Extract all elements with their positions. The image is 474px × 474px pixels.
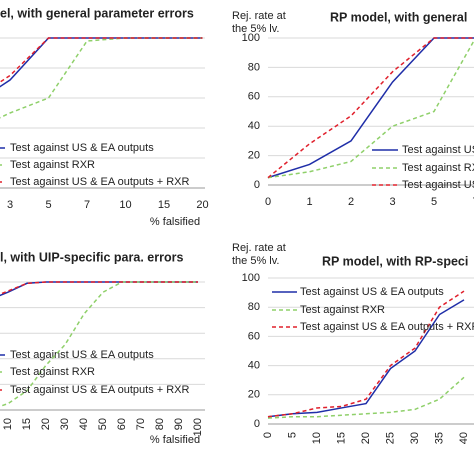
chart-title: RP model, with RP-speci (322, 254, 468, 268)
series-line (0, 281, 198, 296)
x-tick-label: 3 (389, 196, 395, 208)
legend-label: Test against RXR (402, 162, 474, 174)
series-line (267, 290, 465, 418)
x-tick-label: 20 (360, 432, 372, 444)
chart-title: RP model, with general (330, 10, 467, 24)
x-tick-label: 70 (135, 418, 147, 430)
chart-panel: 0 20 40 60 80 100 0 5 10 15 20 25 30 35 40 Test against… (232, 242, 474, 444)
x-tick-label: 35 (433, 432, 445, 444)
chart-panel: 0 20 40 60 80 100 0 1 2 3 5 7 Test against US & EA o… (232, 10, 474, 208)
y-tick-label: 0 (254, 418, 260, 430)
x-tick-label: 10 (119, 199, 131, 211)
y-tick-label: 20 (248, 389, 260, 401)
series-line (267, 39, 474, 179)
legend-label: Test against US & EA outputs (402, 144, 474, 156)
legend-label: Test against US & EA outputs + RXR (10, 384, 190, 396)
x-tick-label: 0 (262, 432, 274, 438)
x-tick-label: 100 (192, 418, 204, 436)
chart-panel: 02040608010010152030405060708090100Test … (0, 250, 205, 446)
x-tick-label: 90 (173, 418, 185, 430)
x-tick-label: 0 (265, 196, 271, 208)
y-tick-label: 100 (242, 32, 260, 44)
chart-panel: 020406080100357101520Test against US & E… (0, 6, 209, 228)
series-line (0, 37, 203, 88)
x-tick-label: 1 (306, 196, 312, 208)
chart-title: l, with UIP-specific para. errors (0, 250, 183, 264)
x-tick-label: 7 (472, 196, 474, 208)
x-axis-label: % falsified (150, 216, 200, 228)
y-tick-label: 60 (248, 91, 260, 103)
x-tick-label: 15 (158, 199, 170, 211)
x-tick-label: 10 (2, 418, 14, 430)
x-axis-label: % falsified (150, 434, 200, 446)
x-tick-label: 30 (59, 418, 71, 430)
y-tick-label: 80 (248, 301, 260, 313)
series-line (0, 37, 203, 119)
x-tick-label: 15 (335, 432, 347, 444)
y-tick-label: 80 (248, 61, 260, 73)
x-tick-label: 80 (154, 418, 166, 430)
y-tick-label: 40 (248, 360, 260, 372)
y-tick-label: 60 (248, 330, 260, 342)
legend-label: Test against US & EA outputs + RXR (300, 321, 474, 333)
legend-label: Test against US & EA outputs (300, 286, 444, 298)
x-tick-label: 5 (286, 432, 298, 438)
x-tick-label: 40 (78, 418, 90, 430)
x-tick-label: 2 (348, 196, 354, 208)
legend-label: Test against RXR (10, 366, 95, 378)
series-line (267, 37, 474, 179)
x-tick-label: 15 (21, 418, 33, 430)
x-tick-label: 5 (45, 199, 51, 211)
chart-title: el, with general parameter errors (0, 6, 194, 20)
y-axis-label: Rej. rate at (232, 242, 286, 254)
legend-label: Test against US & EA outputs (10, 349, 154, 361)
x-tick-label: 5 (431, 196, 437, 208)
x-tick-label: 25 (384, 432, 396, 444)
x-tick-label: 10 (311, 432, 323, 444)
legend-label: Test against RXR (300, 304, 385, 316)
y-tick-label: 100 (242, 272, 260, 284)
x-tick-label: 30 (409, 432, 421, 444)
x-tick-label: 7 (84, 199, 90, 211)
x-tick-label: 20 (196, 199, 208, 211)
legend-label: Test against US & EA outputs + RXR (402, 179, 474, 191)
legend-label: Test against US & EA outputs (10, 142, 154, 154)
y-axis-label: the 5% lv. (232, 255, 280, 267)
y-axis-label: the 5% lv. (232, 23, 280, 35)
legend-label: Test against US & EA outputs + RXR (10, 176, 190, 188)
x-tick-label: 20 (40, 418, 52, 430)
legend-label: Test against RXR (10, 159, 95, 171)
x-tick-label: 50 (97, 418, 109, 430)
y-tick-label: 20 (248, 150, 260, 162)
series-line (267, 376, 465, 419)
x-tick-label: 3 (7, 199, 13, 211)
series-line (0, 37, 203, 84)
x-tick-label: 40 (458, 432, 470, 444)
series-line (267, 299, 465, 418)
y-tick-label: 40 (248, 120, 260, 132)
y-tick-label: 0 (254, 179, 260, 191)
x-tick-label: 60 (116, 418, 128, 430)
y-axis-label: Rej. rate at (232, 10, 286, 22)
series-line (267, 37, 474, 179)
